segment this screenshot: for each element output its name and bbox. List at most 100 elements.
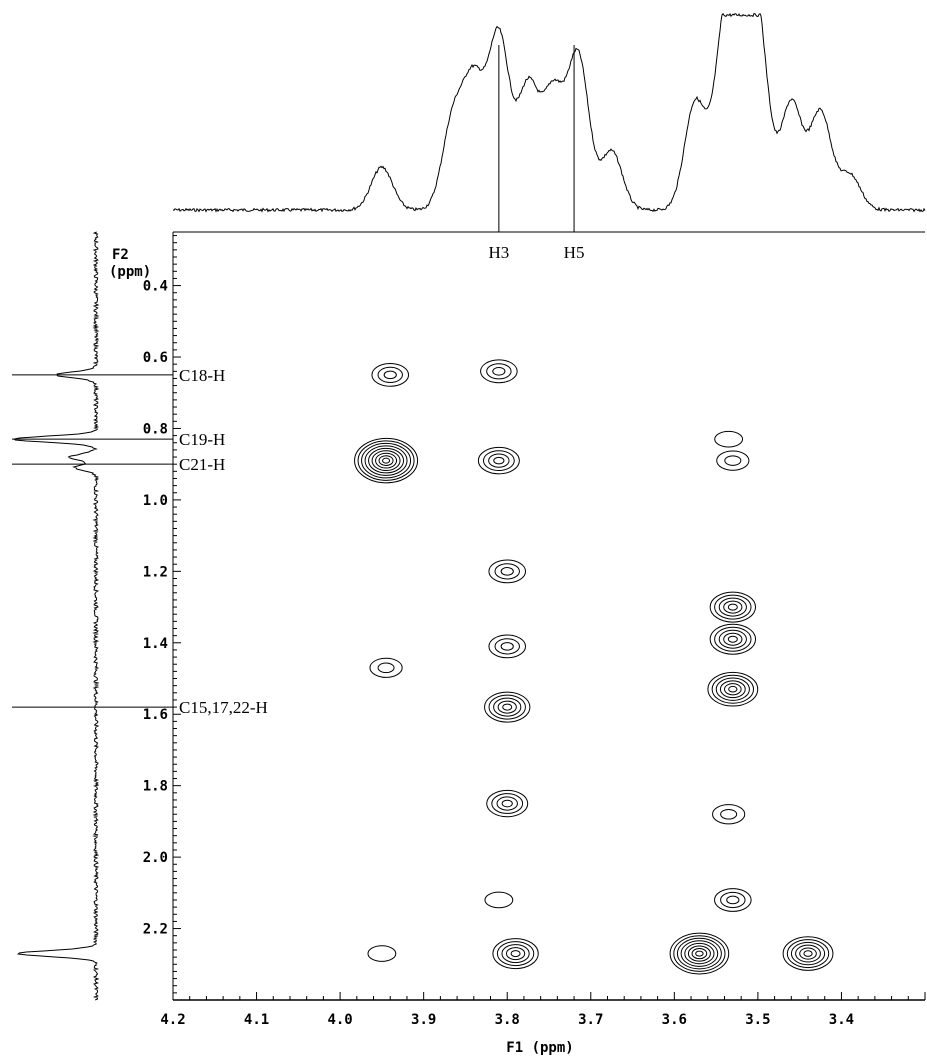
contour-level xyxy=(488,453,510,468)
contour-level xyxy=(707,671,759,707)
annotation-label-left: C18-H xyxy=(179,366,225,385)
plot-frame xyxy=(172,231,925,1001)
cross-peak xyxy=(371,362,410,387)
contour-level xyxy=(723,600,743,614)
contour-level xyxy=(724,455,742,466)
contour-level xyxy=(378,455,394,467)
contour-level xyxy=(484,891,514,909)
annotation-label-top: H3 xyxy=(488,243,509,262)
peak-annotations: H3 H5 C18-H C19-H C21-H C15,17,22-H xyxy=(12,45,584,717)
top-spectrum-trace xyxy=(172,12,926,213)
contour-level xyxy=(669,932,730,975)
contour-level xyxy=(488,559,527,584)
cross-peak xyxy=(354,437,419,484)
contour-level xyxy=(726,895,740,905)
contour-level xyxy=(684,942,715,965)
contour-level xyxy=(714,888,752,912)
contour-level xyxy=(691,947,708,960)
contour-level xyxy=(803,950,813,957)
contour-level xyxy=(480,359,518,384)
contour-level xyxy=(500,642,514,651)
contour-level xyxy=(488,634,527,659)
cross-peak xyxy=(484,691,531,723)
contour-level xyxy=(367,945,397,962)
x-tick-label: 4.2 xyxy=(160,1012,185,1028)
contour-level xyxy=(716,450,750,471)
cross-peak xyxy=(707,671,759,707)
contour-level xyxy=(369,657,403,678)
contour-level xyxy=(383,370,397,380)
annotation-label-left: C21-H xyxy=(179,455,225,474)
x-tick-label: 3.5 xyxy=(745,1012,770,1028)
contour-level xyxy=(676,937,722,970)
contour-level xyxy=(488,694,526,720)
contour-level xyxy=(709,623,757,655)
contour-level xyxy=(377,662,395,674)
contour-level xyxy=(673,935,726,972)
contour-level xyxy=(354,437,419,484)
cross-peak xyxy=(484,891,514,909)
contour-level xyxy=(492,938,539,970)
annotation-label-top: H5 xyxy=(564,243,585,262)
contour-level xyxy=(786,939,830,969)
top-projection-spectrum xyxy=(172,12,926,213)
contour-level xyxy=(501,799,513,808)
x-tick-label: 3.8 xyxy=(495,1012,520,1028)
contour-level xyxy=(484,691,531,723)
annotation-label-left: C19-H xyxy=(179,430,225,449)
x-axis-title: F1 (ppm) xyxy=(506,1040,573,1056)
y-axis: 0.4 0.6 0.8 1.0 1.2 1.4 1.6 1.8 2.0 2.2 xyxy=(143,235,181,1001)
contour-level xyxy=(500,567,514,576)
contour-level xyxy=(496,796,518,811)
contour-level xyxy=(799,947,817,960)
y-tick-label: 2.0 xyxy=(143,850,168,866)
x-tick-label: 4.1 xyxy=(244,1012,269,1028)
contour-level xyxy=(727,635,738,643)
cross-peak xyxy=(369,657,403,678)
y-axis-title: F2 xyxy=(112,247,129,263)
contour-level xyxy=(491,793,524,814)
contour-level xyxy=(719,680,746,699)
cross-peak xyxy=(709,591,757,623)
y-tick-label: 1.2 xyxy=(143,564,168,580)
cross-peak xyxy=(486,789,529,818)
x-tick-label: 3.7 xyxy=(578,1012,603,1028)
contour-level xyxy=(368,447,405,474)
contour-level xyxy=(371,362,410,387)
y-tick-label: 0.6 xyxy=(143,350,168,366)
cross-peak xyxy=(709,623,757,655)
contour-level xyxy=(364,445,408,476)
contour-level xyxy=(727,603,738,611)
cross-peak xyxy=(488,634,527,659)
contour-level xyxy=(720,808,738,820)
contour-level xyxy=(782,936,834,971)
left-projection-spectrum xyxy=(13,231,100,1001)
contour-level xyxy=(486,363,512,380)
contour-level xyxy=(502,703,513,711)
contour-level xyxy=(382,457,391,464)
cross-peak xyxy=(480,359,518,384)
cross-peak xyxy=(492,938,539,970)
cross-peak xyxy=(714,888,752,912)
contour-level xyxy=(494,638,520,655)
contour-level xyxy=(477,446,520,475)
cross-peak xyxy=(712,804,746,825)
cross-peak xyxy=(669,932,730,975)
contour-level xyxy=(505,947,526,961)
y-tick-label: 1.6 xyxy=(143,707,168,723)
contour-level xyxy=(714,594,752,620)
contour-level xyxy=(377,366,403,383)
cross-peak xyxy=(782,936,834,971)
y-tick-label: 0.8 xyxy=(143,421,168,437)
contour-level xyxy=(718,597,747,617)
cross-peak xyxy=(367,945,397,962)
contour-level xyxy=(715,677,750,701)
contour-level xyxy=(795,944,821,963)
contour-level xyxy=(714,626,752,652)
contour-level xyxy=(493,697,522,717)
cross-peak xyxy=(488,559,527,584)
contour-level xyxy=(720,891,746,909)
y-tick-label: 1.4 xyxy=(143,636,168,652)
contour-level xyxy=(687,945,711,962)
